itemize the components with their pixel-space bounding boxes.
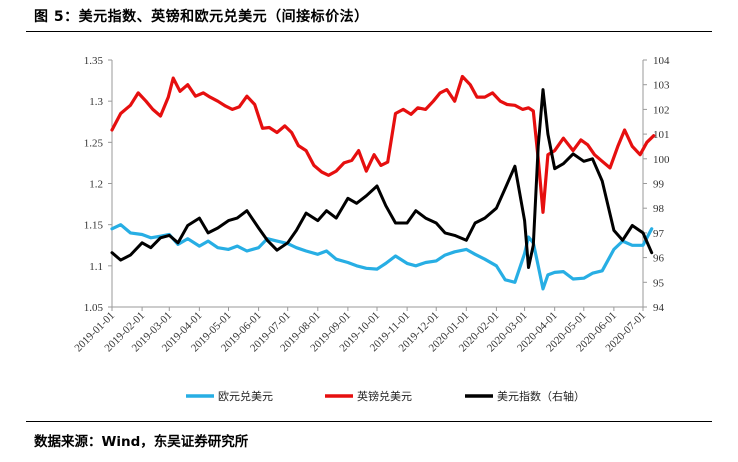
source-note: 数据来源：Wind，东吴证券研究所 [34,434,249,450]
left-tick-label: 1.25 [84,137,104,149]
right-tick-label: 101 [653,129,670,141]
right-tick-label: 94 [653,302,665,314]
left-tick-label: 1.1 [89,261,103,273]
right-tick-label: 103 [653,80,670,92]
chart-legend: 欧元兑美元 英镑兑美元 美元指数（右轴） [186,389,585,403]
figure-title: 图 5：美元指数、英镑和欧元兑美元（间接标价法） [34,9,369,25]
left-tick-label: 1.3 [89,96,103,108]
eurusd-series-line [110,223,654,291]
right-tick-label: 99 [653,179,665,191]
right-tick-label: 97 [653,228,665,240]
plot-area [110,74,656,291]
chart-axes: 1.05 1.1 1.15 1.2 1.25 1.3 1.35 94 95 96 97 98 99 100… [72,55,670,354]
gbpusd-series-line [110,74,656,214]
right-tick-label: 98 [653,203,665,215]
legend-label-dollar-index: 美元指数（右轴） [497,389,585,403]
left-tick-label: 1.15 [84,220,104,232]
source-rule [26,421,712,422]
legend-label-eurusd: 欧元兑美元 [218,389,273,403]
dollar-index-series-line [110,88,654,269]
right-tick-label: 104 [653,55,670,67]
legend-label-gbpusd: 英镑兑美元 [357,389,412,403]
line-chart: 1.05 1.1 1.15 1.2 1.25 1.3 1.35 94 95 96 97 98 99 100… [72,55,670,403]
title-rule [26,31,712,32]
left-tick-label: 1.35 [84,55,104,67]
right-tick-label: 96 [653,253,665,265]
left-tick-label: 1.05 [84,302,104,314]
left-tick-label: 1.2 [89,179,103,191]
right-tick-label: 95 [653,277,665,289]
right-tick-label: 102 [653,104,670,116]
right-tick-label: 100 [653,154,670,166]
